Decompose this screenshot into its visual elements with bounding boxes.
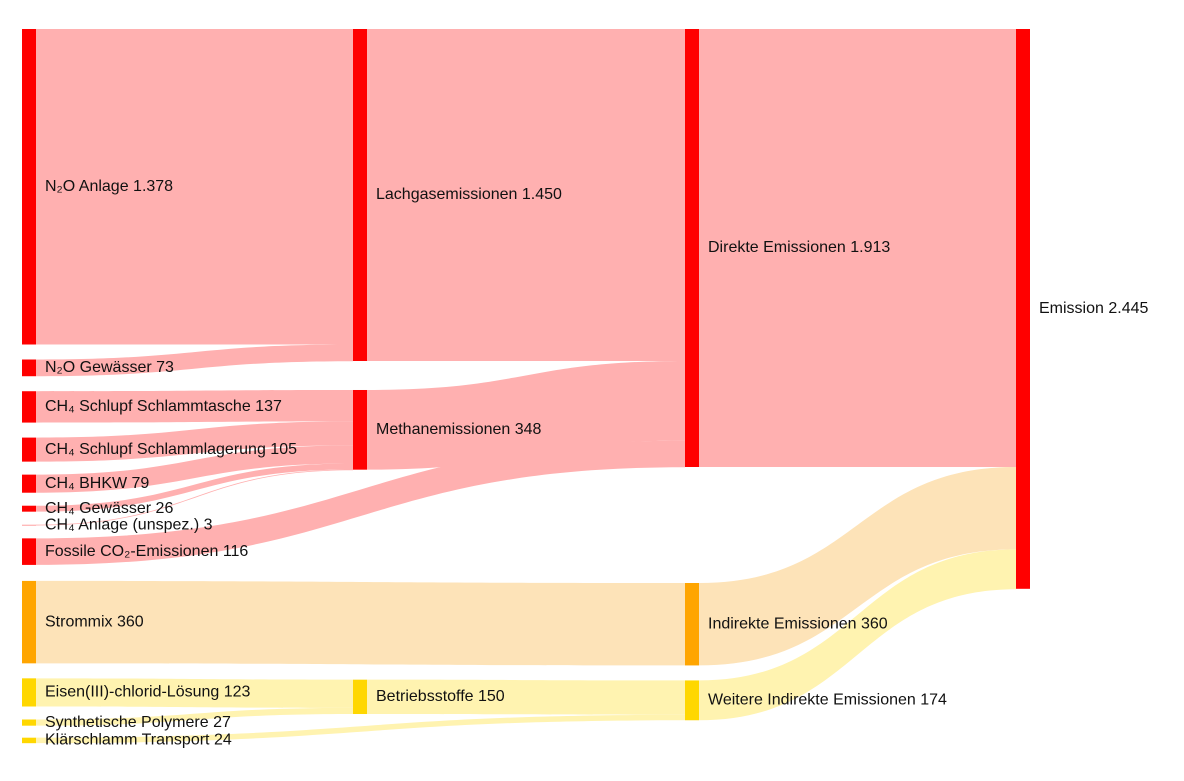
node-label-ch4_gewaesser: CH₄ Gewässer 26 [45,500,173,517]
node-label-lachgas: Lachgasemissionen 1.450 [376,186,562,203]
node-bar-strommix [22,580,36,664]
node-label-ch4_bhkw: CH₄ BHKW 79 [45,475,149,492]
node-label-indirekte: Indirekte Emissionen 360 [708,615,888,632]
node-bar-ch4_schlupf_lagerung [22,437,36,462]
link-indirekte-to-emission [699,467,1016,666]
node-bar-indirekte [685,583,699,666]
node-bar-polymere [22,719,36,726]
node-label-n2o_gewaesser: N₂O Gewässer 73 [45,359,174,376]
node-bar-direkte [685,29,699,467]
link-klaerschlamm-to-weitere [36,714,685,744]
node-bar-ch4_gewaesser [22,505,36,512]
link-weitere-to-emission [699,549,1016,721]
link-ch4_schlupf_tasche-to-methan [36,389,353,423]
link-ch4_schlupf_lagerung-to-methan [36,421,353,462]
nodes-layer [22,29,1030,744]
link-methan-to-direkte [367,360,685,470]
node-bar-ch4_anlage_unspez [22,524,36,526]
node-label-n2o_anlage: N₂O Anlage 1.378 [45,178,173,195]
link-strommix-to-indirekte [36,580,685,666]
link-lachgas-to-direkte [367,29,685,361]
labels-layer: N₂O Anlage 1.378 N₂O Gewässer 73 CH₄ Schlu… [45,178,1148,749]
link-n2o_gewaesser-to-lachgas [36,344,353,377]
node-bar-weitere [685,680,699,721]
link-eisen-to-betriebsstoffe [36,678,353,708]
link-ch4_gewaesser-to-methan [36,463,353,512]
node-bar-methan [353,389,367,470]
node-bar-emission [1016,29,1030,589]
node-label-methan: Methanemissionen 348 [376,421,542,438]
node-label-klaerschlamm: Klärschlamm Transport 24 [45,732,232,749]
link-fossile_co2-to-direkte [36,440,685,565]
link-n2o_anlage-to-lachgas [36,29,353,345]
node-label-strommix: Strommix 360 [45,613,144,630]
node-label-ch4_schlupf_tasche: CH₄ Schlupf Schlammtasche 137 [45,398,282,415]
link-polymere-to-betriebsstoffe [36,707,353,726]
node-bar-n2o_anlage [22,29,36,345]
node-label-betriebsstoffe: Betriebsstoffe 150 [376,688,505,705]
link-ch4_bhkw-to-methan [36,445,353,493]
node-bar-n2o_gewaesser [22,359,36,377]
link-betriebsstoffe-to-weitere [367,679,685,715]
node-bar-klaerschlamm [22,737,36,744]
link-direkte-to-emission [699,29,1016,467]
node-bar-eisen [22,678,36,707]
node-label-ch4_anlage_unspez: CH₄ Anlage (unspez.) 3 [45,516,213,533]
node-label-emission: Emission 2.445 [1039,300,1148,317]
link-ch4_anlage_unspez-to-methan [36,469,353,526]
node-label-ch4_schlupf_lagerung: CH₄ Schlupf Schlammlagerung 105 [45,441,297,458]
node-label-direkte: Direkte Emissionen 1.913 [708,239,890,256]
node-label-polymere: Synthetische Polymere 27 [45,714,231,731]
node-label-fossile_co2: Fossile CO₂-Emissionen 116 [45,543,248,560]
node-label-weitere: Weitere Indirekte Emissionen 174 [708,692,947,709]
node-bar-fossile_co2 [22,538,36,565]
node-bar-betriebsstoffe [353,679,367,715]
node-bar-ch4_bhkw [22,474,36,493]
node-bar-lachgas [353,29,367,361]
node-bar-ch4_schlupf_tasche [22,391,36,423]
node-label-eisen: Eisen(III)-chlorid-Lösung 123 [45,684,251,701]
links-layer [36,29,1016,744]
